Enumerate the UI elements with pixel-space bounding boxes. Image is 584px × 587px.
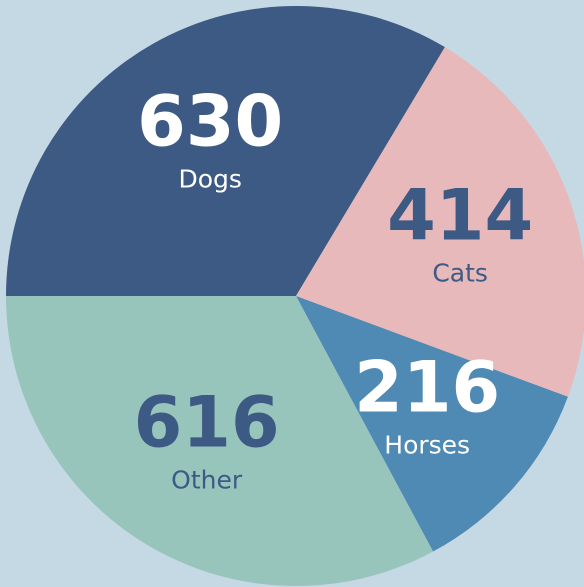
pie-slice [6, 296, 434, 586]
slice-value-label: 216 [354, 346, 500, 428]
pie-slice [296, 47, 584, 397]
pie-slice [296, 296, 568, 552]
slice-category-label: Dogs [178, 165, 241, 194]
pie-slice [6, 5, 445, 296]
slice-category-label: Horses [384, 430, 470, 459]
slice-category-label: Other [171, 465, 243, 494]
slice-category-label: Cats [432, 258, 488, 287]
slice-value-label: 616 [134, 381, 280, 463]
slice-value-label: 414 [387, 174, 533, 256]
slice-value-label: 630 [137, 81, 283, 163]
